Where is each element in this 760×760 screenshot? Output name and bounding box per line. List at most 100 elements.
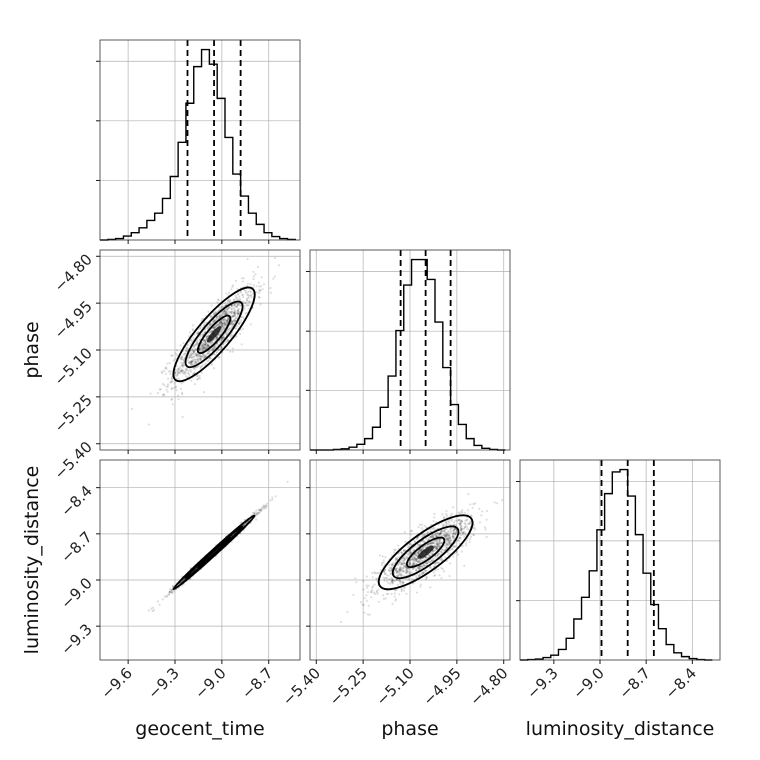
sample-point — [384, 576, 388, 580]
sample-point — [195, 341, 198, 344]
sample-point — [436, 554, 439, 557]
sample-point — [460, 520, 463, 523]
sample-point — [223, 311, 226, 314]
sample-point — [218, 315, 221, 318]
sample-point — [191, 324, 195, 327]
sample-point — [286, 480, 289, 483]
sample-point — [403, 564, 406, 567]
sample-point — [246, 293, 249, 296]
sample-point — [152, 606, 155, 609]
sample-point — [194, 360, 197, 363]
sample-point — [170, 591, 173, 594]
sample-point — [192, 350, 195, 353]
sample-point — [415, 567, 418, 570]
sample-point — [447, 538, 450, 541]
sample-point — [246, 258, 249, 261]
sample-point — [394, 559, 397, 562]
sample-point — [450, 541, 453, 544]
sample-point — [406, 570, 409, 573]
sample-point — [466, 522, 470, 525]
sample-point — [228, 310, 231, 313]
sample-point — [459, 524, 462, 527]
x-axis-label-luminosity-distance: luminosity_distance — [526, 718, 715, 740]
sample-point — [230, 320, 233, 323]
sample-point — [223, 311, 226, 314]
sample-point — [246, 291, 249, 294]
sample-point — [397, 552, 400, 555]
sample-point — [164, 372, 167, 375]
sample-point — [187, 361, 191, 364]
sample-point — [245, 299, 248, 302]
sample-point — [393, 592, 396, 595]
sample-point — [233, 304, 236, 307]
sample-point — [390, 568, 393, 571]
sample-point — [201, 363, 204, 366]
sample-point — [471, 506, 474, 509]
sample-point — [444, 535, 447, 538]
sample-point — [434, 555, 437, 558]
sample-point — [256, 265, 259, 268]
sample-point — [180, 355, 183, 358]
sample-point — [190, 360, 193, 363]
sample-point — [258, 296, 261, 299]
sample-point — [398, 580, 402, 583]
sample-point — [388, 568, 391, 572]
sample-point — [432, 557, 435, 561]
sample-point — [263, 505, 266, 508]
sample-point — [402, 586, 405, 589]
sample-point — [418, 565, 421, 568]
sample-point — [428, 560, 431, 563]
sample-point — [417, 526, 420, 529]
sample-point — [252, 277, 255, 281]
sample-point — [433, 544, 436, 548]
sample-point — [202, 338, 206, 341]
sample-point — [398, 573, 401, 576]
histogram-geocent-time — [100, 48, 297, 241]
sample-point — [197, 358, 200, 361]
sample-point — [198, 355, 201, 358]
sample-point — [228, 311, 231, 314]
sample-point — [435, 540, 438, 543]
sample-point — [244, 301, 247, 304]
sample-point — [222, 312, 225, 315]
sample-point — [399, 565, 402, 569]
sample-point — [410, 551, 413, 554]
sample-point — [248, 290, 251, 293]
sample-point — [205, 346, 208, 349]
sample-point — [452, 532, 455, 535]
sample-point — [423, 525, 426, 528]
sample-point — [401, 567, 405, 570]
sample-point — [402, 581, 405, 584]
sample-point — [405, 569, 408, 572]
sample-point — [401, 556, 405, 560]
sample-point — [257, 281, 261, 284]
sample-point — [461, 511, 464, 514]
sample-point — [191, 359, 194, 362]
sample-point — [415, 569, 418, 572]
sample-point — [452, 555, 455, 558]
sample-point — [453, 533, 456, 536]
sample-point — [177, 370, 180, 373]
sample-point — [460, 534, 463, 537]
sample-point — [433, 546, 436, 549]
y-tick-label: −4.80 — [51, 250, 96, 295]
sample-point — [392, 579, 395, 582]
sample-point — [461, 509, 464, 512]
sample-point — [417, 551, 420, 554]
sample-point — [218, 356, 221, 359]
sample-point — [411, 558, 414, 561]
sample-point — [382, 570, 386, 573]
sample-point — [407, 578, 410, 582]
sample-point — [211, 327, 214, 330]
sample-point — [442, 533, 445, 537]
sample-point — [182, 372, 185, 375]
sample-point — [417, 568, 420, 571]
sample-point — [233, 311, 236, 314]
sample-point — [465, 544, 468, 547]
sample-point — [190, 339, 193, 342]
sample-point — [246, 282, 249, 285]
sample-point — [400, 570, 403, 574]
sample-point — [204, 330, 207, 333]
sample-point — [207, 359, 210, 362]
sample-point — [171, 585, 174, 588]
